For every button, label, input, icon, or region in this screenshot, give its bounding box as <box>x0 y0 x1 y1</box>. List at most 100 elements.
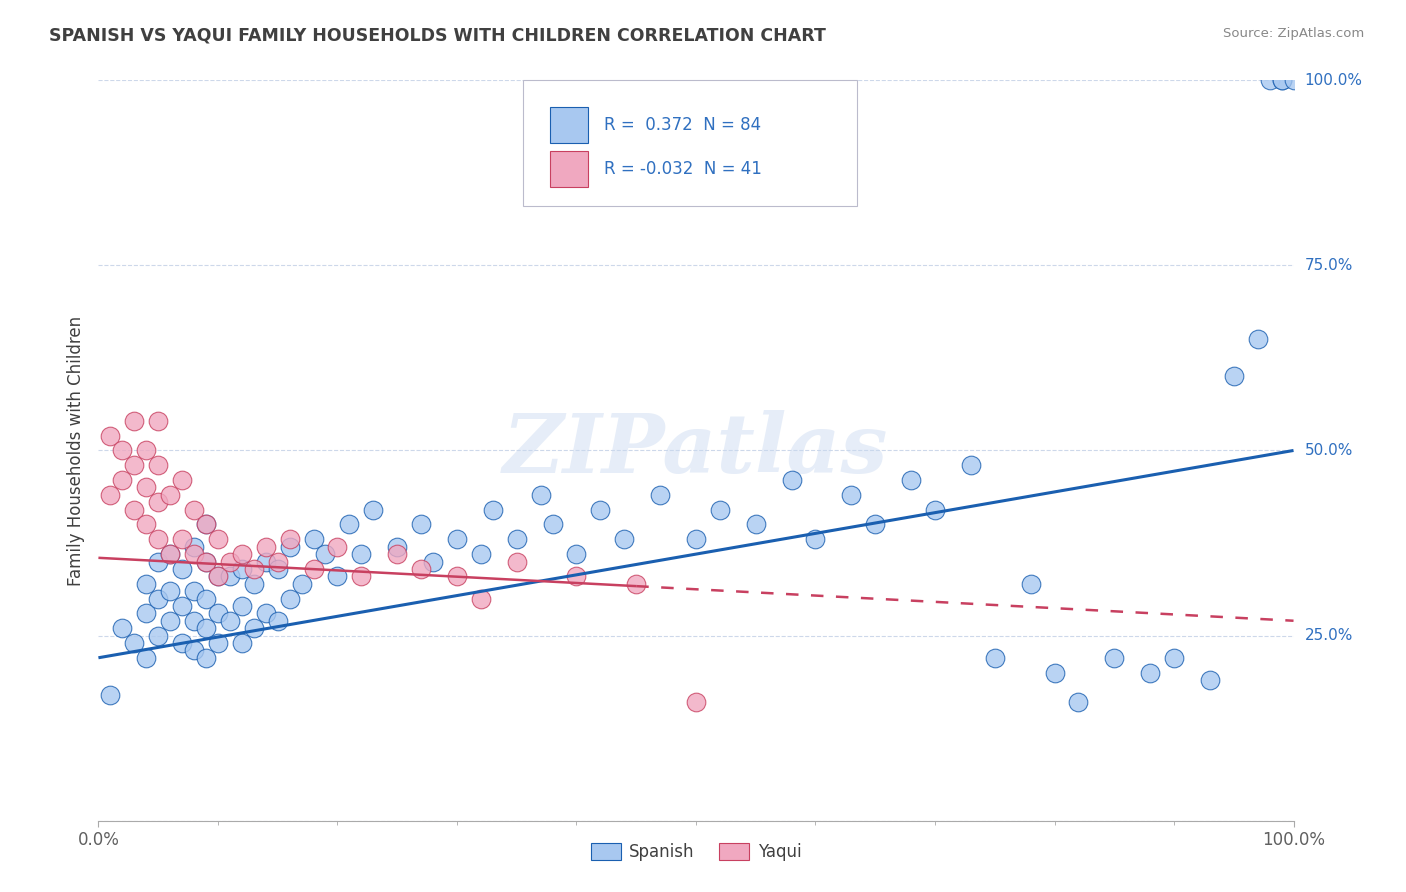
Point <box>302 562 325 576</box>
Point <box>231 599 253 613</box>
Point <box>984 650 1007 665</box>
Point <box>589 502 612 516</box>
Point <box>302 533 325 547</box>
Point <box>148 555 170 569</box>
Point <box>195 621 218 635</box>
Point <box>159 547 181 561</box>
Point <box>481 502 505 516</box>
Point <box>1271 73 1294 87</box>
Point <box>350 547 373 561</box>
Point <box>183 540 205 554</box>
Point <box>841 488 863 502</box>
FancyBboxPatch shape <box>550 151 589 187</box>
Text: 100.0%: 100.0% <box>1305 73 1362 87</box>
Point <box>207 607 229 621</box>
Point <box>1163 650 1185 665</box>
Point <box>1019 576 1042 591</box>
Point <box>111 443 134 458</box>
Point <box>159 584 181 599</box>
Point <box>172 599 194 613</box>
Point <box>350 569 373 583</box>
Point <box>159 614 181 628</box>
FancyBboxPatch shape <box>550 106 589 143</box>
Point <box>135 517 157 532</box>
Point <box>195 517 218 532</box>
Point <box>183 547 205 561</box>
Point <box>183 643 205 657</box>
Point <box>1271 73 1294 87</box>
Point <box>135 576 157 591</box>
Point <box>98 488 122 502</box>
Point <box>172 636 194 650</box>
Point <box>780 473 803 487</box>
Point <box>135 480 157 494</box>
Point <box>195 650 218 665</box>
Point <box>135 650 157 665</box>
Point <box>470 547 492 561</box>
Point <box>254 607 277 621</box>
Point <box>1104 650 1126 665</box>
Point <box>648 488 672 502</box>
Point <box>1067 695 1090 709</box>
Point <box>541 517 564 532</box>
Y-axis label: Family Households with Children: Family Households with Children <box>66 316 84 585</box>
Text: ZIPatlas: ZIPatlas <box>503 410 889 491</box>
Text: 25.0%: 25.0% <box>1305 628 1353 643</box>
Point <box>1223 369 1246 384</box>
Point <box>278 591 301 606</box>
Point <box>159 488 181 502</box>
Point <box>124 414 146 428</box>
Point <box>231 547 253 561</box>
Point <box>530 488 553 502</box>
Point <box>207 533 229 547</box>
Point <box>960 458 983 473</box>
Point <box>124 502 146 516</box>
Point <box>148 458 170 473</box>
Point <box>411 562 433 576</box>
Point <box>254 540 277 554</box>
Point <box>207 569 229 583</box>
Text: SPANISH VS YAQUI FAMILY HOUSEHOLDS WITH CHILDREN CORRELATION CHART: SPANISH VS YAQUI FAMILY HOUSEHOLDS WITH … <box>49 27 827 45</box>
Point <box>148 414 170 428</box>
Point <box>148 591 170 606</box>
Text: Source: ZipAtlas.com: Source: ZipAtlas.com <box>1223 27 1364 40</box>
Point <box>745 517 768 532</box>
Point <box>565 569 588 583</box>
Text: R = -0.032  N = 41: R = -0.032 N = 41 <box>605 161 762 178</box>
Point <box>565 547 588 561</box>
Point <box>267 555 290 569</box>
Point <box>267 562 290 576</box>
Point <box>195 555 218 569</box>
Point <box>363 502 385 516</box>
Point <box>172 473 194 487</box>
Point <box>195 517 218 532</box>
Point <box>1258 73 1281 87</box>
Point <box>254 555 277 569</box>
Point <box>470 591 492 606</box>
Legend: Spanish, Yaqui: Spanish, Yaqui <box>583 837 808 868</box>
Point <box>422 555 444 569</box>
Point <box>219 614 242 628</box>
Point <box>385 540 409 554</box>
Point <box>1282 73 1305 87</box>
Point <box>111 473 134 487</box>
Point <box>278 533 301 547</box>
Point <box>315 547 337 561</box>
Point <box>1043 665 1066 680</box>
Point <box>148 628 170 642</box>
Point <box>183 584 205 599</box>
Point <box>243 562 266 576</box>
Point <box>613 533 636 547</box>
Point <box>326 569 349 583</box>
Point <box>1247 332 1270 346</box>
Point <box>231 636 253 650</box>
Point <box>900 473 922 487</box>
Point <box>111 621 134 635</box>
Point <box>1199 673 1222 687</box>
Text: 75.0%: 75.0% <box>1305 258 1353 273</box>
Point <box>326 540 349 554</box>
Point <box>506 533 529 547</box>
Point <box>626 576 648 591</box>
Point <box>243 576 266 591</box>
Point <box>924 502 946 516</box>
